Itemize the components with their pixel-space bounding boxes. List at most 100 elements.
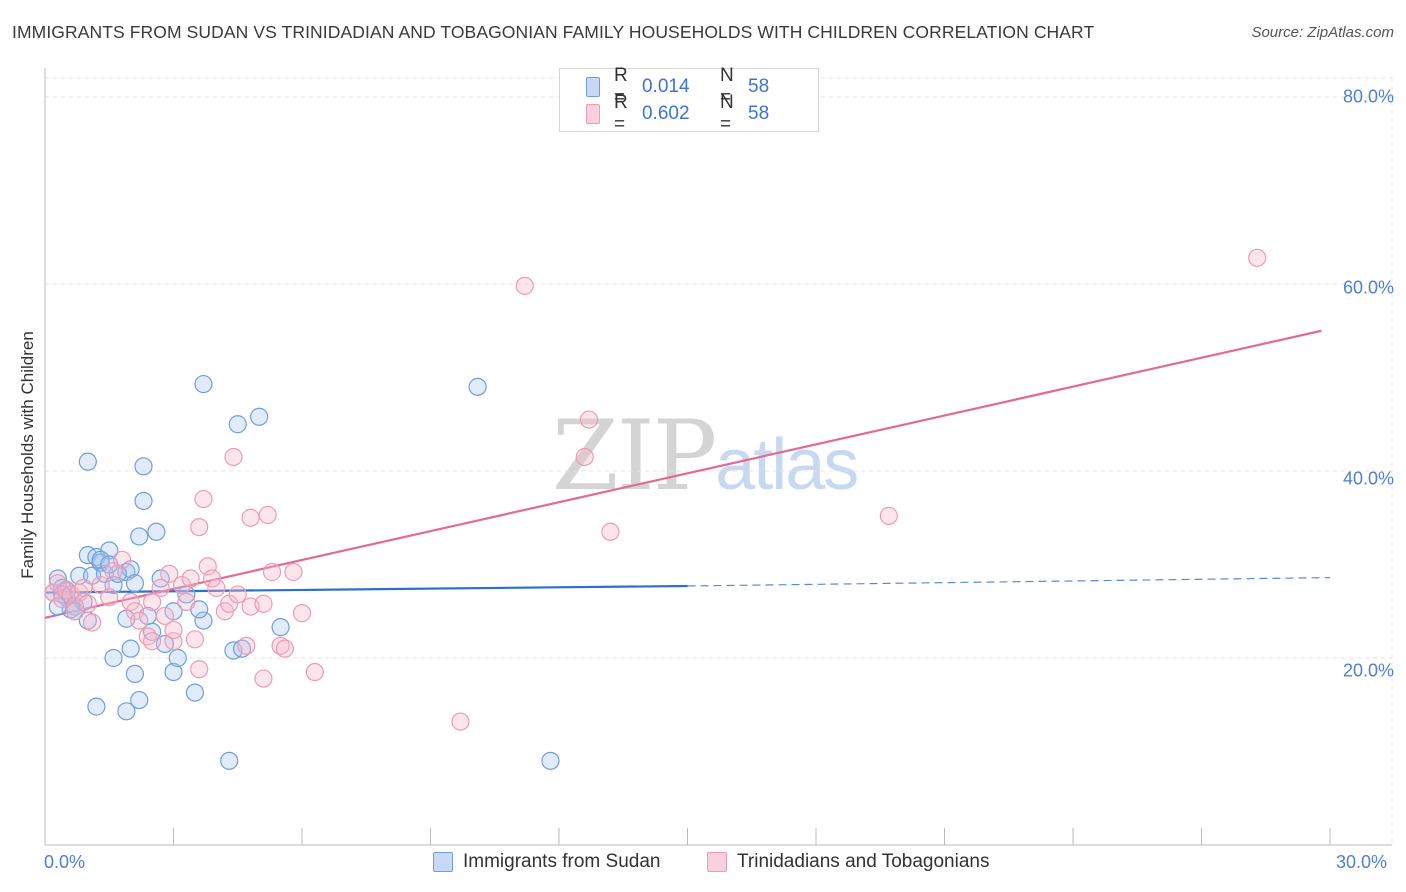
- legend-swatch-pink: [586, 104, 600, 124]
- data-point: [164, 662, 183, 682]
- data-point: [130, 611, 149, 630]
- data-point: [160, 564, 179, 583]
- bottom-legend-swatch-pink: [707, 852, 727, 872]
- legend-n-label: N =: [719, 92, 734, 135]
- source-label: Source: ZipAtlas.com: [1251, 24, 1394, 41]
- data-point: [468, 377, 487, 396]
- legend-row-trinidad: R = 0.602 N = 58: [586, 92, 818, 135]
- trend-line-trinidad: [44, 329, 1322, 619]
- data-point: [224, 447, 243, 467]
- x-tick-label: 30.0%: [1336, 852, 1388, 872]
- data-point: [104, 648, 123, 668]
- legend-r-label: R =: [613, 92, 628, 135]
- data-point: [250, 407, 269, 426]
- data-point: [142, 592, 162, 612]
- data-point: [125, 574, 145, 593]
- data-point: [74, 578, 93, 597]
- y-tick-label: 60.0%: [1342, 277, 1394, 298]
- data-point: [181, 569, 200, 588]
- data-point: [579, 410, 599, 429]
- data-point: [254, 594, 273, 613]
- data-point: [220, 751, 239, 770]
- data-point: [78, 452, 97, 471]
- bottom-legend-trinidad[interactable]: Trinidadians and Tobagonians: [707, 851, 989, 873]
- data-point: [125, 602, 145, 621]
- watermark-atlas: atlas: [715, 425, 859, 505]
- data-point: [451, 712, 470, 731]
- data-point: [275, 639, 294, 658]
- data-point: [164, 620, 183, 640]
- data-point: [190, 660, 209, 679]
- data-point: [151, 569, 170, 588]
- data-point: [87, 697, 106, 716]
- trend-line-sudan-extension: [687, 576, 1331, 587]
- data-point: [241, 508, 260, 527]
- trend-line-sudan: [44, 584, 688, 594]
- data-point: [258, 505, 277, 525]
- data-point: [228, 415, 247, 434]
- bottom-legend-sudan[interactable]: Immigrants from Sudan: [433, 851, 660, 873]
- series-trinidad-points: [44, 248, 1267, 731]
- axes: [44, 68, 1392, 846]
- bottom-legend-swatch-blue: [433, 852, 453, 872]
- data-point: [185, 683, 205, 702]
- data-point: [164, 602, 183, 621]
- data-point: [121, 592, 140, 612]
- data-point: [151, 578, 170, 597]
- data-point: [284, 562, 303, 582]
- data-point: [254, 669, 273, 688]
- data-point: [78, 594, 97, 613]
- legend-r-value: 0.602: [641, 103, 690, 124]
- data-point: [879, 506, 898, 525]
- data-point: [237, 636, 256, 655]
- data-point: [185, 630, 205, 649]
- legend-r-value: 0.014: [641, 76, 690, 97]
- y-axis-label: Family Households with Children: [18, 331, 37, 579]
- data-point: [194, 611, 213, 630]
- data-point: [147, 522, 166, 541]
- data-point: [53, 589, 72, 609]
- data-point: [202, 569, 222, 588]
- legend-row-sudan: R = 0.014 N = 58: [586, 65, 818, 108]
- data-point: [112, 550, 132, 569]
- grid-lines: [45, 77, 1393, 845]
- data-point: [271, 618, 290, 637]
- data-point: [541, 751, 560, 770]
- bottom-legend-label: Trinidadians and Tobagonians: [737, 851, 990, 872]
- data-point: [305, 662, 324, 682]
- data-point: [134, 457, 153, 476]
- data-point: [190, 517, 209, 537]
- data-point: [83, 613, 102, 632]
- data-point: [228, 585, 247, 604]
- data-point: [121, 639, 140, 658]
- y-tick-label: 20.0%: [1342, 660, 1394, 681]
- data-point: [515, 276, 534, 295]
- data-point: [142, 632, 162, 651]
- chart-title: IMMIGRANTS FROM SUDAN VS TRINIDADIAN AND…: [12, 22, 1095, 42]
- legend-n-value: 58: [748, 76, 770, 97]
- data-point: [125, 664, 145, 683]
- legend-swatch-blue: [586, 77, 600, 97]
- y-tick-label: 40.0%: [1342, 468, 1394, 489]
- data-point: [177, 592, 196, 612]
- bottom-legend-label: Immigrants from Sudan: [463, 851, 661, 872]
- data-point: [130, 690, 149, 710]
- data-point: [601, 522, 620, 541]
- data-point: [168, 648, 187, 668]
- watermark-zip: ZIP: [552, 400, 717, 512]
- trend-lines: [44, 329, 1331, 619]
- data-point: [134, 491, 153, 511]
- data-point: [575, 447, 594, 467]
- data-point: [262, 562, 282, 582]
- data-point: [194, 374, 213, 394]
- data-point: [155, 606, 175, 626]
- legend-n-label: N =: [719, 65, 734, 108]
- data-point: [292, 604, 312, 623]
- data-point: [194, 489, 213, 509]
- data-point: [117, 702, 136, 721]
- data-point: [91, 550, 110, 569]
- data-point: [130, 527, 149, 546]
- data-point: [1248, 248, 1267, 267]
- data-point: [100, 588, 119, 607]
